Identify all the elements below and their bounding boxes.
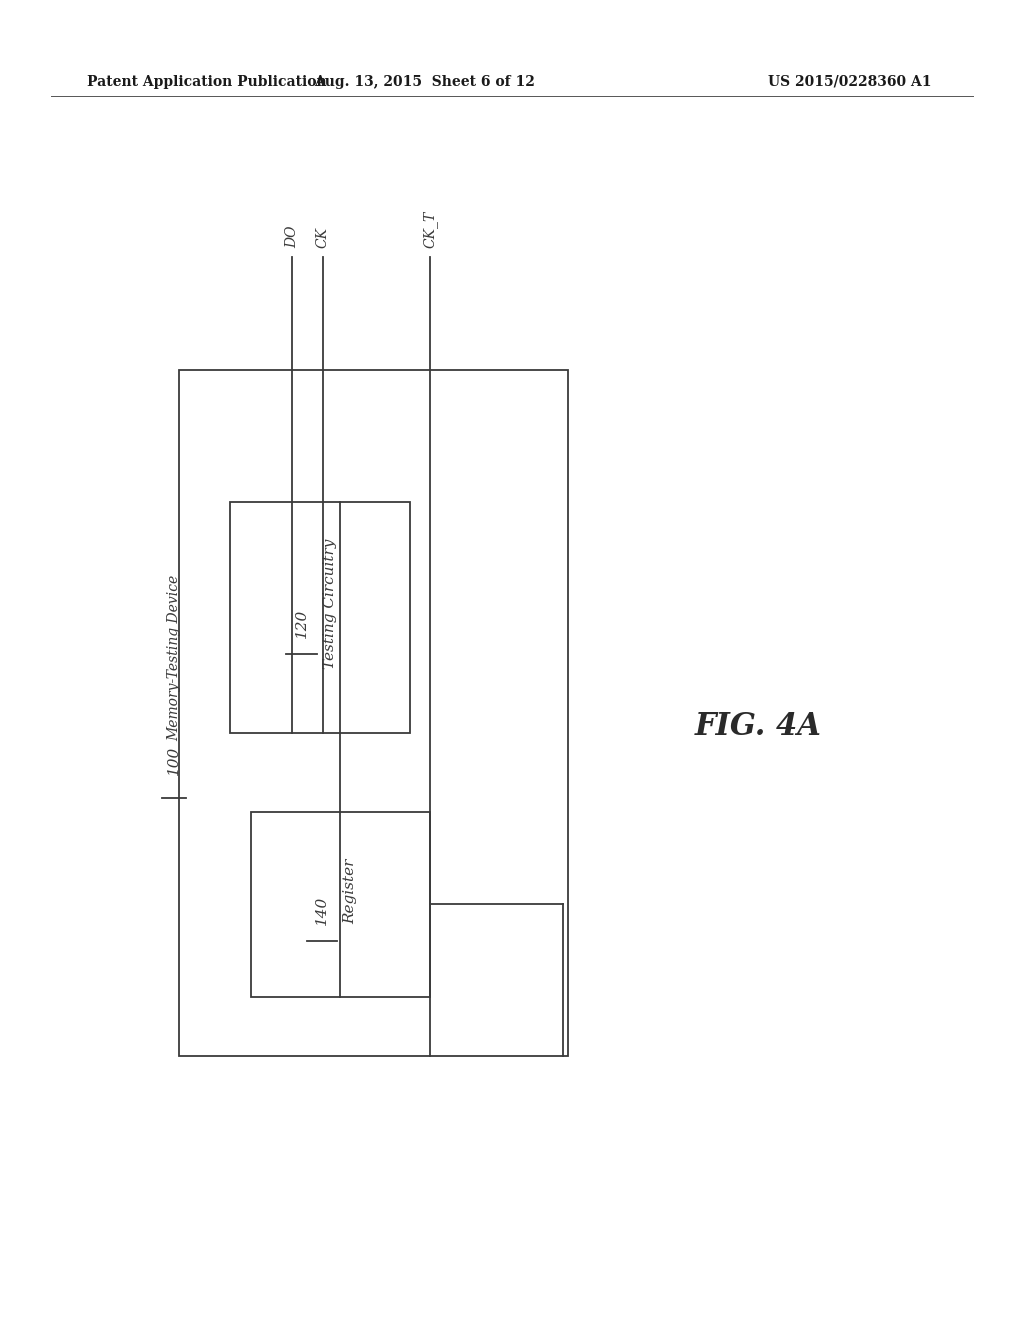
Text: US 2015/0228360 A1: US 2015/0228360 A1 [768, 75, 932, 88]
Text: Register: Register [344, 858, 357, 924]
Text: 100: 100 [167, 746, 181, 775]
Text: 140: 140 [315, 896, 329, 925]
Text: CK_T: CK_T [423, 211, 437, 248]
Text: FIG. 4A: FIG. 4A [694, 710, 821, 742]
Text: CK: CK [315, 227, 330, 248]
Text: Aug. 13, 2015  Sheet 6 of 12: Aug. 13, 2015 Sheet 6 of 12 [314, 75, 536, 88]
Text: DO: DO [285, 226, 299, 248]
Bar [179, 370, 568, 1056]
Bar [230, 502, 410, 733]
Text: Patent Application Publication: Patent Application Publication [87, 75, 327, 88]
Text: 120: 120 [295, 609, 308, 639]
Text: Memory-Testing Device: Memory-Testing Device [167, 574, 181, 741]
Bar [251, 812, 430, 997]
Text: Testing Circuitry: Testing Circuitry [324, 539, 337, 669]
